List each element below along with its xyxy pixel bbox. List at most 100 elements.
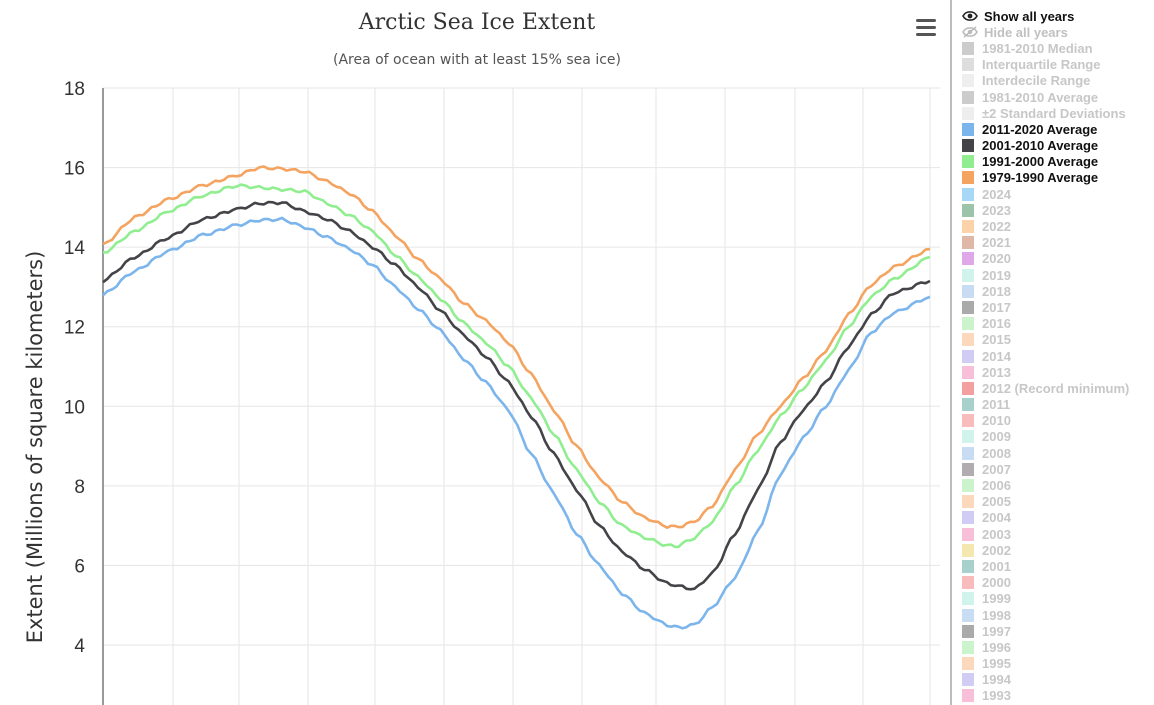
legend-swatch <box>962 381 974 395</box>
legend-label: 1981-2010 Median <box>982 40 1093 56</box>
hide-all-years-label: Hide all years <box>984 24 1068 40</box>
legend-item[interactable]: Interquartile Range <box>962 57 1154 73</box>
legend-label: 2014 <box>982 348 1011 364</box>
legend-item[interactable]: 1995 <box>962 656 1154 672</box>
legend-item[interactable]: 2017 <box>962 299 1154 315</box>
legend-item[interactable]: 2002 <box>962 542 1154 558</box>
legend-swatch <box>962 41 974 55</box>
legend-item[interactable]: 2011 <box>962 397 1154 413</box>
y-tick-label: 18 <box>64 79 85 100</box>
legend-panel: Show all years Hide all years 1981-2010 … <box>950 0 1154 705</box>
legend-label: 2004 <box>982 510 1011 526</box>
legend-label: 2011-2020 Average <box>982 121 1098 137</box>
y-tick-label: 6 <box>74 556 85 577</box>
y-tick-label: 8 <box>74 477 85 498</box>
legend-item[interactable]: 1997 <box>962 623 1154 639</box>
legend-item[interactable]: 2015 <box>962 332 1154 348</box>
legend-item[interactable]: 2022 <box>962 218 1154 234</box>
legend-item[interactable]: 2009 <box>962 429 1154 445</box>
legend-item[interactable]: 2018 <box>962 283 1154 299</box>
legend-item[interactable]: 1993 <box>962 688 1154 704</box>
legend-item[interactable]: 2006 <box>962 477 1154 493</box>
legend-swatch <box>962 673 974 687</box>
legend-item[interactable]: 2020 <box>962 251 1154 267</box>
series-line-2011-2020-average[interactable] <box>102 216 931 630</box>
legend-swatch <box>962 220 974 234</box>
legend-item[interactable]: 1996 <box>962 639 1154 655</box>
legend-swatch <box>962 398 974 412</box>
legend-label: 2009 <box>982 429 1011 445</box>
legend-swatch <box>962 349 974 363</box>
chart-title: Arctic Sea Ice Extent <box>358 10 596 35</box>
legend-item[interactable]: Interdecile Range <box>962 73 1154 89</box>
legend-swatch <box>962 527 974 541</box>
legend-label: 2018 <box>982 283 1011 299</box>
legend-swatch <box>962 446 974 460</box>
legend-label: 2019 <box>982 267 1011 283</box>
legend-swatch <box>962 284 974 298</box>
series-line-2001-2010-average[interactable] <box>102 200 931 591</box>
legend-label: 2016 <box>982 316 1011 332</box>
legend-item[interactable]: 1979-1990 Average <box>962 170 1154 186</box>
legend-swatch <box>962 430 974 444</box>
series-line-1991-2000-average[interactable] <box>102 183 931 549</box>
legend-label: 1999 <box>982 591 1011 607</box>
series-line-1979-1990-average[interactable] <box>102 165 931 529</box>
y-tick-label: 10 <box>64 397 85 418</box>
legend-label: 1998 <box>982 607 1011 623</box>
legend-item[interactable]: 2019 <box>962 267 1154 283</box>
y-tick-label: 16 <box>64 159 85 180</box>
legend-label: 1993 <box>982 688 1011 704</box>
legend-item[interactable]: 2001 <box>962 558 1154 574</box>
legend-swatch <box>962 479 974 493</box>
legend-item[interactable]: 2011-2020 Average <box>962 121 1154 137</box>
eye-slash-icon <box>962 26 978 38</box>
legend-swatch <box>962 462 974 476</box>
legend-label: 2003 <box>982 526 1011 542</box>
legend-label: 1997 <box>982 623 1011 639</box>
legend-item[interactable]: 2000 <box>962 575 1154 591</box>
legend-item[interactable]: 2016 <box>962 316 1154 332</box>
legend-item[interactable]: 1981-2010 Median <box>962 40 1154 56</box>
legend-label: 2017 <box>982 299 1011 315</box>
legend-item[interactable]: 2021 <box>962 235 1154 251</box>
legend-item[interactable]: 2010 <box>962 413 1154 429</box>
legend-item[interactable]: 2005 <box>962 494 1154 510</box>
legend-item[interactable]: ±2 Standard Deviations <box>962 105 1154 121</box>
legend-swatch <box>962 592 974 606</box>
legend-item[interactable]: 1998 <box>962 607 1154 623</box>
legend-label: 2000 <box>982 575 1011 591</box>
legend-swatch <box>962 333 974 347</box>
legend-item[interactable]: 2023 <box>962 202 1154 218</box>
legend-item[interactable]: 2007 <box>962 461 1154 477</box>
legend-item[interactable]: 2013 <box>962 364 1154 380</box>
legend-item[interactable]: 2003 <box>962 526 1154 542</box>
legend-item[interactable]: 2008 <box>962 445 1154 461</box>
legend-label: ±2 Standard Deviations <box>982 105 1126 121</box>
legend-item[interactable]: 1981-2010 Average <box>962 89 1154 105</box>
hamburger-menu-icon[interactable] <box>908 12 944 44</box>
legend-item[interactable]: 2012 (Record minimum) <box>962 380 1154 396</box>
y-tick-label: 12 <box>64 318 85 339</box>
legend-label: 2011 <box>982 397 1011 413</box>
legend-label: Interdecile Range <box>982 73 1091 89</box>
legend-swatch <box>962 155 974 169</box>
legend-label: 1979-1990 Average <box>982 170 1099 186</box>
legend-item[interactable]: 1999 <box>962 591 1154 607</box>
legend-label: 2022 <box>982 219 1011 235</box>
y-axis-label: Extent (Millions of square kilometers) <box>23 251 47 644</box>
legend-swatch <box>962 268 974 282</box>
axes: 4 6 8 10 12 14 16 18 <box>64 79 104 705</box>
legend-item[interactable]: 2001-2010 Average <box>962 138 1154 154</box>
legend-item[interactable]: 2014 <box>962 348 1154 364</box>
legend-item[interactable]: 2024 <box>962 186 1154 202</box>
hide-all-years-button[interactable]: Hide all years <box>962 24 1154 40</box>
show-all-years-button[interactable]: Show all years <box>962 8 1154 24</box>
legend-item[interactable]: 1994 <box>962 672 1154 688</box>
legend-item[interactable]: 1991-2000 Average <box>962 154 1154 170</box>
legend-item[interactable]: 2004 <box>962 510 1154 526</box>
legend-swatch <box>962 300 974 314</box>
legend-label: 2013 <box>982 364 1011 380</box>
legend-swatch <box>962 122 974 136</box>
legend-swatch <box>962 543 974 557</box>
